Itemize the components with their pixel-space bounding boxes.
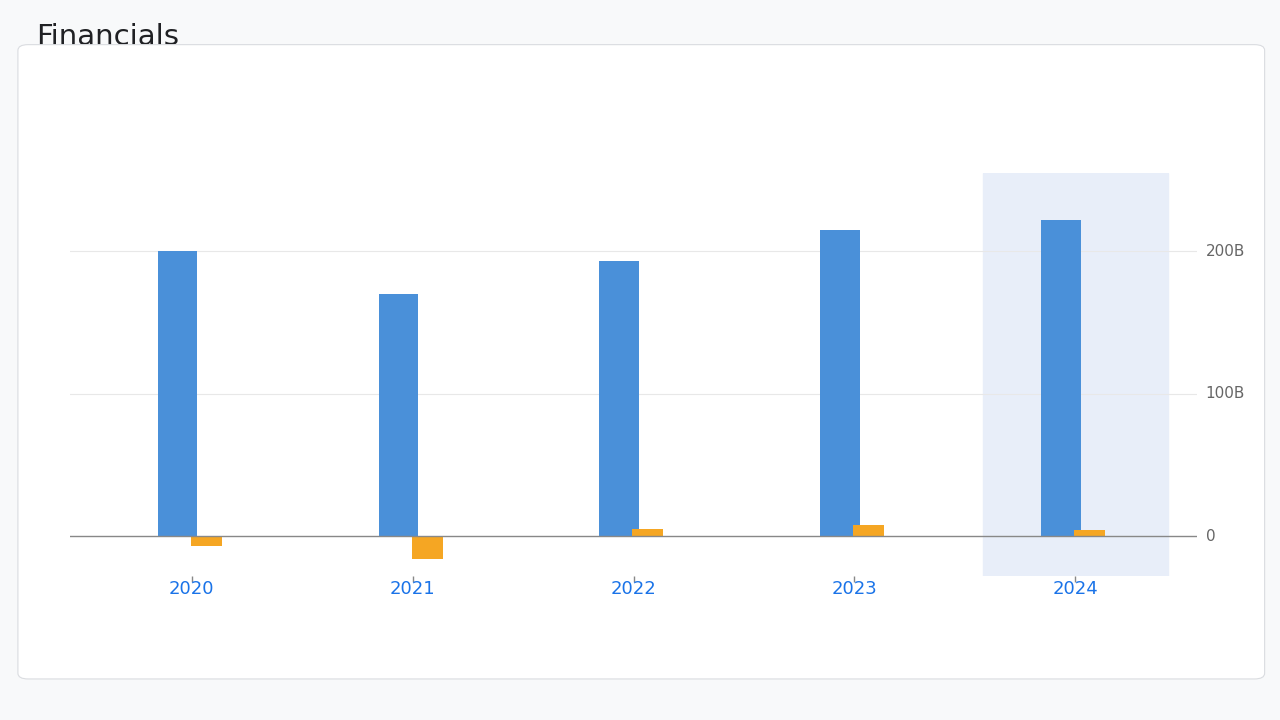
Text: 200B: 200B [1206,243,1245,258]
Text: 2023: 2023 [832,580,877,598]
Text: Annual: Annual [200,130,269,148]
Text: Net income: Net income [256,647,352,664]
Text: 2021: 2021 [390,580,435,598]
Bar [599,261,639,536]
Bar [191,536,221,546]
Text: 2020: 2020 [169,580,215,598]
Text: Quarterly: Quarterly [73,130,157,148]
Bar [157,251,197,536]
Bar [1041,220,1080,536]
Bar [632,529,663,536]
Text: Revenue: Revenue [96,647,169,664]
Text: 2024: 2024 [1052,580,1098,598]
Text: 2022: 2022 [611,580,657,598]
Bar [379,294,419,536]
Bar [983,173,1169,576]
Bar [854,525,884,536]
Text: Financials: Financials [36,23,179,51]
Bar [1074,531,1105,536]
Bar [820,230,860,536]
Bar [412,536,443,559]
Text: 100B: 100B [1206,386,1245,401]
Text: Income Statement: Income Statement [61,76,292,96]
Text: ∧: ∧ [1224,76,1239,96]
Text: 0: 0 [1206,528,1216,544]
